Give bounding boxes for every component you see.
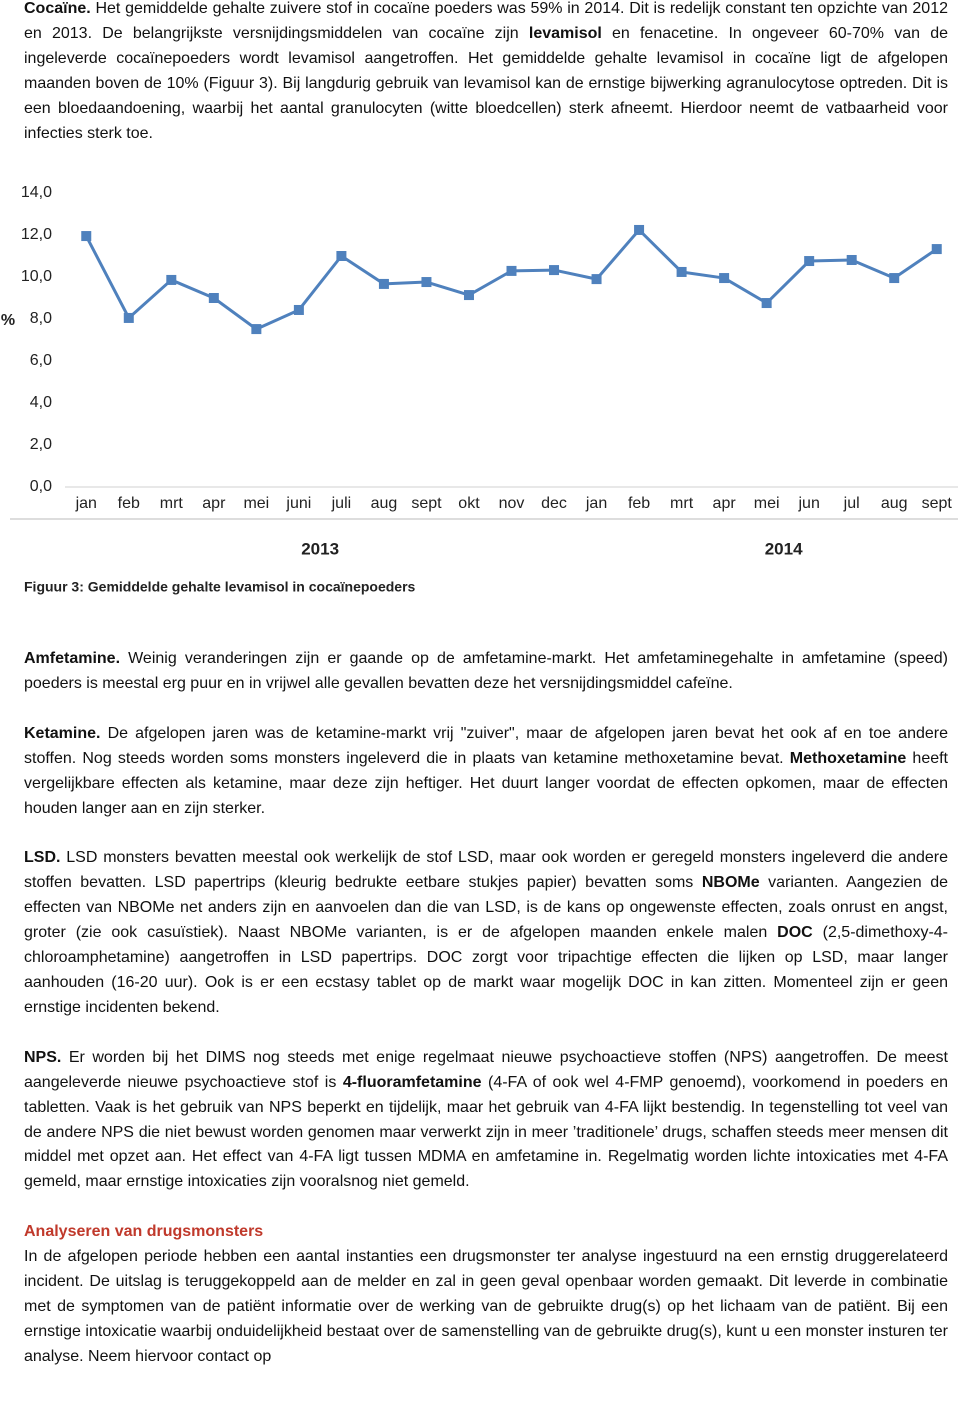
text: en fenacetine. In ongeveer 60-70% van de…	[24, 24, 949, 142]
text: (2,5-dimethoxy-4-chloroamphetamine) aang…	[24, 924, 948, 1016]
text: LSD monsters bevatten meestal ook werkel…	[24, 849, 948, 892]
sections: Amfetamine. Weinig veranderingen zijn er…	[24, 647, 948, 1395]
x-tick-label: aug	[881, 495, 908, 512]
section-list: Amfetamine. Weinig veranderingen zijn er…	[24, 647, 948, 1195]
x-tick-label: jul	[843, 495, 860, 512]
bold-text: NPS.	[24, 1048, 62, 1066]
section-paragraph: Amfetamine. Weinig veranderingen zijn er…	[24, 647, 948, 697]
y-tick-label: 12,0	[21, 226, 52, 243]
x-tick-label: mei	[243, 495, 269, 512]
x-tick-label: aug	[371, 495, 398, 512]
y-tick-label: 2,0	[30, 436, 52, 453]
y-tick-label: 14,0	[21, 184, 52, 201]
bold-text: Cocaïne.	[24, 0, 91, 17]
year-label: 2014	[765, 539, 803, 558]
y-tick-label: 0,0	[30, 478, 52, 495]
data-point	[889, 273, 900, 284]
data-point	[634, 224, 645, 235]
bold-text: Methoxetamine	[789, 749, 907, 767]
data-point	[336, 251, 347, 261]
bold-text: NBOMe	[701, 874, 760, 892]
x-tick-label: juni	[285, 495, 311, 512]
section-paragraph: NPS. Er worden bij het DIMS nog steeds m…	[24, 1046, 948, 1195]
data-point	[846, 254, 857, 265]
bold-text: levamisol	[528, 24, 602, 42]
text: In de afgelopen periode hebben een aanta…	[24, 1248, 948, 1365]
closing-paragraph: In de afgelopen periode hebben een aanta…	[24, 1245, 948, 1370]
data-point	[931, 244, 942, 255]
section-paragraph: LSD. LSD monsters bevatten meestal ook w…	[24, 846, 948, 1020]
section-heading: Analyseren van drugsmonsters	[24, 1223, 264, 1241]
x-tick-label: juli	[331, 495, 352, 512]
bold-text: Amfetamine.	[24, 650, 121, 667]
y-tick-label: 10,0	[21, 268, 52, 285]
data-point	[208, 293, 219, 303]
bold-text: LSD.	[24, 849, 61, 867]
data-point	[81, 231, 92, 242]
data-point	[676, 266, 687, 277]
x-tick-label: mrt	[670, 495, 694, 512]
x-tick-label: sept	[922, 495, 953, 512]
x-tick-label: apr	[202, 495, 226, 512]
x-tick-label: feb	[628, 495, 650, 512]
figure-caption: Figuur 3: Gemiddelde gehalte levamisol i…	[24, 579, 416, 595]
y-tick-label: 6,0	[30, 352, 52, 369]
text: Het gemiddelde gehalte zuivere stof in c…	[24, 0, 948, 42]
y-axis-label: %	[1, 312, 15, 329]
text: Weinig veranderingen zijn er gaande op d…	[24, 650, 948, 692]
x-tick-label: jan	[585, 495, 607, 512]
data-point	[804, 256, 815, 267]
intro-paragraph: Cocaïne. Het gemiddelde gehalte zuivere …	[24, 0, 948, 146]
data-line	[84, 228, 938, 331]
year-label: 2013	[301, 539, 339, 558]
section-paragraph: Ketamine. De afgelopen jaren was de keta…	[24, 722, 948, 822]
data-point	[761, 298, 772, 309]
x-tick-label: mei	[754, 495, 780, 512]
x-tick-label: feb	[118, 495, 140, 512]
data-point	[719, 273, 730, 284]
x-tick-label: okt	[458, 495, 480, 512]
x-tick-label: jan	[75, 495, 97, 512]
text: varianten. Aangezien de effecten van NBO…	[24, 874, 948, 942]
data-point	[463, 290, 474, 301]
data-point	[378, 278, 389, 289]
data-point	[506, 265, 517, 276]
x-tick-label: sept	[411, 495, 442, 512]
x-tick-label: nov	[499, 495, 525, 512]
chart: 0,0 2,0 4,0 6,0 8,0 10,0 12,0 14,0% jan feb mrt apr…	[1, 184, 958, 595]
data-point	[166, 274, 177, 285]
data-point	[549, 265, 560, 276]
text: heeft vergelijkbare effecten als ketamin…	[24, 749, 949, 817]
data-point	[293, 304, 304, 315]
y-tick-label: 8,0	[30, 310, 52, 327]
text: (4-FA of ook wel 4-FMP genoemd), voorkom…	[24, 1073, 949, 1191]
x-tick-label: jun	[797, 495, 819, 512]
x-tick-label: mrt	[160, 495, 184, 512]
x-tick-label: apr	[713, 495, 737, 512]
x-tick-label: dec	[541, 495, 567, 512]
bold-text: DOC	[777, 924, 813, 942]
bold-text: Ketamine.	[24, 724, 101, 742]
y-tick-label: 4,0	[30, 394, 52, 411]
data-point	[421, 277, 432, 288]
data-point	[123, 312, 134, 323]
text: De afgelopen jaren was de ketamine-markt…	[24, 724, 948, 767]
data-point	[591, 274, 602, 285]
bold-text: 4-fluoramfetamine	[342, 1073, 482, 1091]
data-point	[251, 324, 262, 335]
text: Er worden bij het DIMS nog steeds met en…	[24, 1048, 948, 1091]
